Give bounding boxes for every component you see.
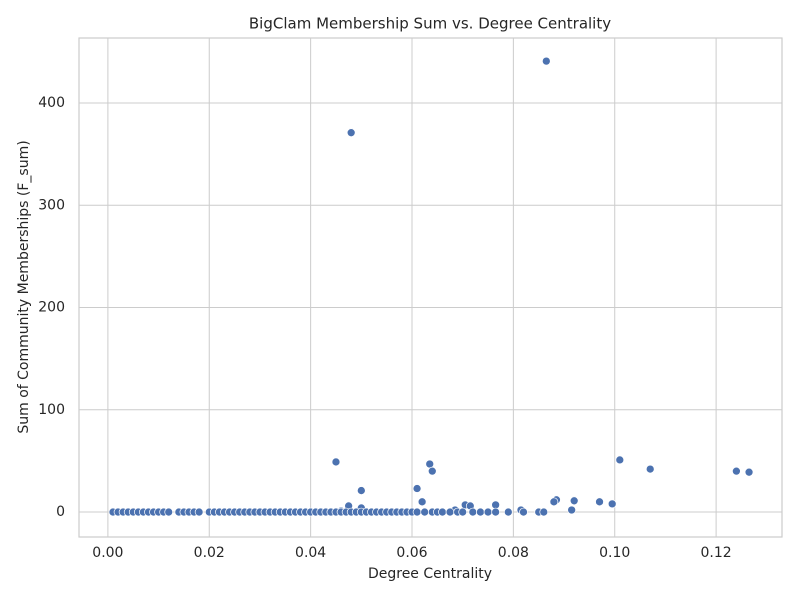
point <box>476 507 485 517</box>
point <box>595 497 604 507</box>
point <box>412 484 422 493</box>
y-axis-label: Sum of Community Memberships (F_sum) <box>16 140 32 433</box>
point <box>164 507 174 517</box>
point <box>412 507 422 517</box>
point <box>615 455 625 465</box>
x-tick-label: 0.12 <box>701 545 732 561</box>
point <box>420 507 430 517</box>
x-tick-label: 0.02 <box>194 545 225 561</box>
point <box>549 497 559 507</box>
point <box>491 500 500 510</box>
point <box>541 56 551 66</box>
point <box>539 507 549 517</box>
point <box>744 467 754 477</box>
point <box>458 507 468 517</box>
y-tick-label: 300 <box>38 197 65 213</box>
point <box>425 459 435 469</box>
point <box>417 497 427 507</box>
point <box>607 499 617 509</box>
point <box>483 507 493 517</box>
y-tick-label: 400 <box>38 95 65 111</box>
point <box>438 507 447 517</box>
x-tick-label: 0.08 <box>498 545 529 561</box>
point <box>427 466 437 476</box>
point <box>194 507 204 517</box>
point <box>356 486 366 495</box>
point <box>491 507 500 517</box>
plot-frame <box>78 37 783 538</box>
x-axis-label: Degree Centrality <box>368 566 492 582</box>
y-tick-label: 200 <box>38 300 65 316</box>
point <box>331 457 341 467</box>
point <box>519 507 528 517</box>
point <box>503 507 513 517</box>
point <box>645 464 655 474</box>
point <box>732 466 741 476</box>
point <box>468 507 478 517</box>
point <box>445 507 455 517</box>
x-tick-label: 0.06 <box>396 545 427 561</box>
y-tick-label: 0 <box>56 504 65 520</box>
y-tick-label: 100 <box>38 402 65 418</box>
chart-title: BigClam Membership Sum vs. Degree Centra… <box>249 15 611 33</box>
point <box>569 496 579 506</box>
x-tick-label: 0.00 <box>92 545 123 561</box>
x-tick-label: 0.10 <box>599 545 630 561</box>
point <box>567 505 577 515</box>
x-tick-label: 0.04 <box>295 545 326 561</box>
point <box>346 128 356 138</box>
